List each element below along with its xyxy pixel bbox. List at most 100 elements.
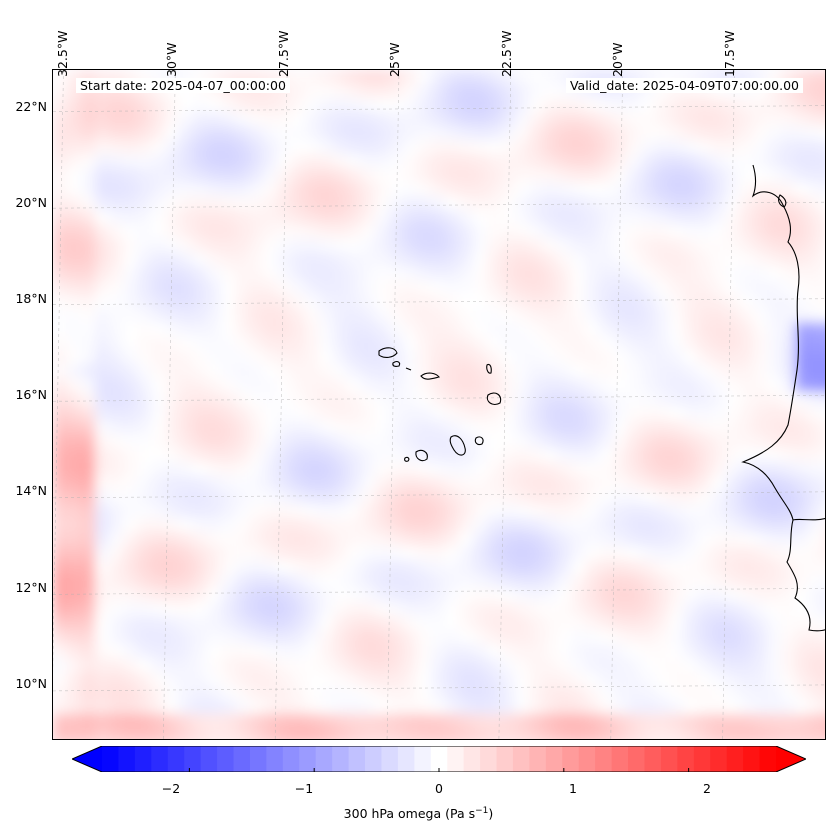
field-cell: [669, 196, 684, 211]
field-cell: [823, 448, 825, 463]
field-cell: [403, 700, 418, 715]
field-cell: [445, 714, 460, 729]
field-cell: [417, 672, 432, 687]
field-cell: [795, 406, 810, 421]
field-cell: [585, 658, 600, 673]
field-cell: [529, 476, 544, 491]
field-cell: [781, 602, 796, 617]
field-cell: [529, 126, 544, 141]
field-cell: [53, 616, 68, 631]
field-cell: [137, 462, 152, 477]
field-cell: [81, 280, 96, 295]
field-cell: [263, 210, 278, 225]
field-cell: [249, 98, 264, 113]
field-cell: [627, 518, 642, 533]
field-cell: [543, 462, 558, 477]
field-cell: [725, 504, 740, 519]
field-cell: [697, 532, 712, 547]
field-cell: [557, 126, 572, 141]
field-cell: [277, 98, 292, 113]
field-cell: [571, 448, 586, 463]
field-cell: [417, 378, 432, 393]
field-cell: [347, 308, 362, 323]
field-cell: [613, 98, 628, 113]
field-cell: [753, 378, 768, 393]
field-cell: [137, 378, 152, 393]
field-cell: [529, 294, 544, 309]
field-cell: [641, 560, 656, 575]
field-cell: [67, 476, 82, 491]
field-cell: [655, 364, 670, 379]
field-cell: [95, 378, 110, 393]
field-cell: [179, 574, 194, 589]
field-cell: [655, 280, 670, 295]
colorbar-cell: [726, 746, 744, 772]
field-cell: [627, 322, 642, 337]
field-cell: [403, 98, 418, 113]
field-cell: [613, 602, 628, 617]
field-cell: [81, 616, 96, 631]
field-cell: [473, 238, 488, 253]
field-cell: [585, 168, 600, 183]
field-cell: [781, 448, 796, 463]
field-cell: [123, 574, 138, 589]
field-cell: [263, 308, 278, 323]
field-cell: [795, 574, 810, 589]
field-cell: [543, 602, 558, 617]
field-cell: [445, 588, 460, 603]
field-cell: [137, 112, 152, 127]
field-cell: [823, 504, 825, 519]
field-cell: [753, 322, 768, 337]
field-cell: [809, 700, 824, 715]
field-cell: [431, 490, 446, 505]
field-cell: [123, 448, 138, 463]
field-cell: [221, 630, 236, 645]
field-cell: [459, 322, 474, 337]
field-cell: [809, 616, 824, 631]
field-cell: [207, 196, 222, 211]
field-cell: [473, 266, 488, 281]
field-cell: [543, 420, 558, 435]
field-cell: [781, 672, 796, 687]
field-cell: [795, 378, 810, 393]
field-cell: [445, 686, 460, 701]
field-cell: [333, 672, 348, 687]
field-cell: [291, 308, 306, 323]
field-cell: [529, 210, 544, 225]
field-cell: [781, 322, 796, 337]
field-cell: [655, 686, 670, 701]
field-cell: [473, 252, 488, 267]
field-cell: [389, 98, 404, 113]
field-cell: [95, 280, 110, 295]
field-cell: [529, 686, 544, 701]
field-cell: [249, 588, 264, 603]
field-cell: [669, 238, 684, 253]
field-cell: [823, 560, 825, 575]
field-cell: [487, 364, 502, 379]
field-cell: [137, 448, 152, 463]
map-panel: Start date: 2025-04-07_00:00:00 Valid_da…: [52, 69, 826, 740]
field-cell: [193, 308, 208, 323]
field-cell: [123, 210, 138, 225]
field-cell: [585, 140, 600, 155]
field-cell: [515, 434, 530, 449]
field-cell: [473, 518, 488, 533]
field-cell: [53, 476, 68, 491]
colorbar-tick-label: −1: [294, 781, 314, 796]
field-cell: [417, 196, 432, 211]
field-cell: [487, 70, 502, 85]
field-cell: [809, 518, 824, 533]
field-cell: [221, 616, 236, 631]
field-cell: [249, 126, 264, 141]
field-cell: [389, 602, 404, 617]
field-cell: [725, 112, 740, 127]
field-cell: [207, 364, 222, 379]
field-cell: [375, 406, 390, 421]
field-cell: [641, 644, 656, 659]
field-cell: [151, 266, 166, 281]
field-cell: [67, 644, 82, 659]
field-cell: [557, 700, 572, 715]
field-cell: [333, 700, 348, 715]
field-cell: [361, 210, 376, 225]
field-cell: [389, 588, 404, 603]
